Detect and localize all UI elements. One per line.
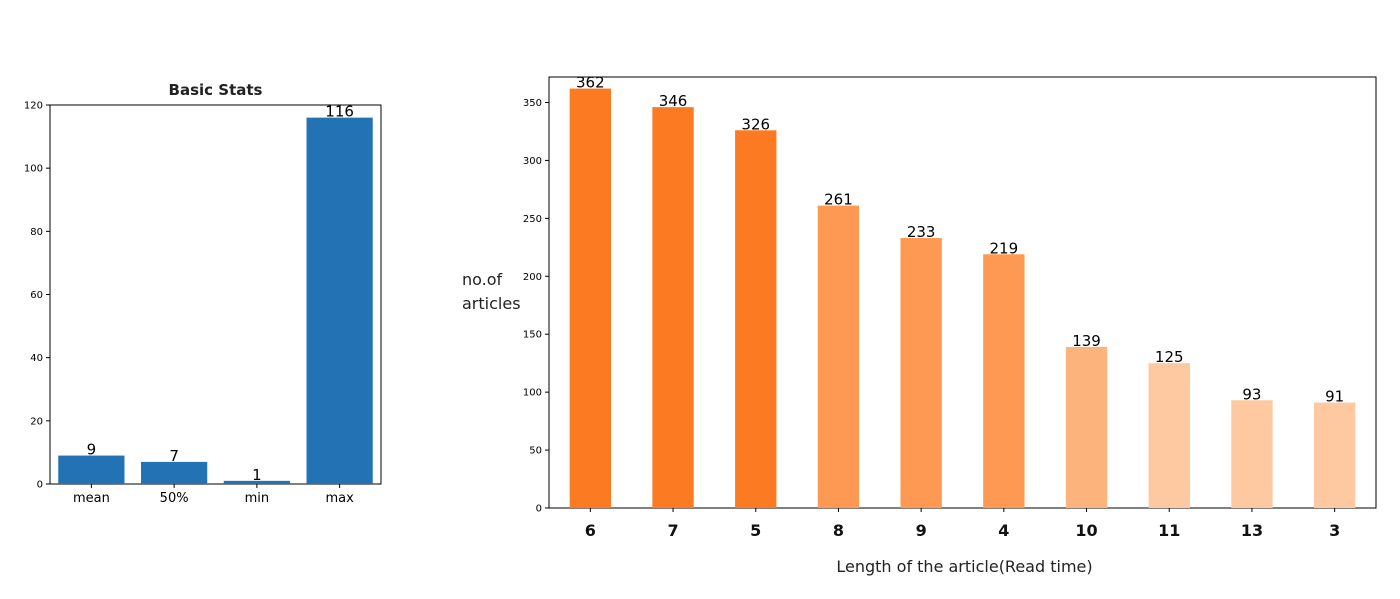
bar-value-label: 346 <box>659 92 688 110</box>
bar-value-label: 326 <box>741 115 770 133</box>
bar-value-label: 1 <box>252 466 262 484</box>
bar-value-label: 125 <box>1155 348 1184 366</box>
bar-10 <box>1065 346 1108 508</box>
y-tick-label: 200 <box>523 272 542 283</box>
x-tick-label: min <box>245 491 270 506</box>
y-tick-label: 100 <box>24 164 43 175</box>
y-tick-label: 50 <box>529 446 542 457</box>
bar-value-label: 116 <box>325 103 354 121</box>
bar-max <box>306 117 373 484</box>
bar-value-label: 362 <box>576 74 605 92</box>
y-tick-label: 100 <box>523 388 542 399</box>
bar-7 <box>652 107 694 508</box>
x-tick-label: 8 <box>833 521 844 540</box>
bar-13 <box>1231 400 1273 508</box>
y-axis-title: no.of articles <box>462 270 521 313</box>
bar-value-label: 9 <box>87 441 97 459</box>
bar-value-label: 93 <box>1242 385 1261 403</box>
x-tick-label: 10 <box>1075 521 1097 540</box>
y-tick-label: 120 <box>24 101 43 112</box>
x-tick-label: 6 <box>585 521 596 540</box>
x-tick-label: 13 <box>1241 521 1263 540</box>
x-tick-label: 4 <box>998 521 1009 540</box>
chart-title: Basic Stats <box>169 81 263 99</box>
bar-min <box>223 480 290 484</box>
x-tick-label: 3 <box>1329 521 1340 540</box>
bar-50% <box>141 461 208 484</box>
x-tick-label: 5 <box>750 521 761 540</box>
bar-value-label: 261 <box>824 191 853 209</box>
bar-6 <box>569 88 612 508</box>
y-tick-label: 20 <box>30 416 43 427</box>
bar-3 <box>1313 402 1356 508</box>
x-tick-label: 11 <box>1158 521 1180 540</box>
plot-frame <box>548 76 1377 509</box>
y-tick-label: 0 <box>37 480 43 491</box>
basic-stats-chart: Basic Stats 0 20 40 60 80 100 120 9 mean 7 50% 1 min 1… <box>24 81 382 506</box>
y-tick-label: 0 <box>536 504 542 515</box>
x-tick-label: 50% <box>160 491 189 506</box>
bar-mean <box>58 455 125 484</box>
bar-value-label: 219 <box>990 239 1019 257</box>
y-tick-label: 350 <box>523 98 542 109</box>
read-time-chart: 0 50 100 150 200 250 300 350 362 6 346 7 326 5 261 8 233… <box>462 74 1377 576</box>
bar-value-label: 91 <box>1325 388 1344 406</box>
y-tick-label: 300 <box>523 156 542 167</box>
y-tick-label: 250 <box>523 214 542 225</box>
x-tick-label: 7 <box>667 521 678 540</box>
y-tick-label: 80 <box>30 227 43 238</box>
y-tick-label: 60 <box>30 290 43 301</box>
x-tick-label: max <box>325 491 354 506</box>
bar-9 <box>900 238 942 508</box>
bar-11 <box>1148 363 1190 508</box>
bar-value-label: 233 <box>907 223 936 241</box>
bar-4 <box>983 254 1025 508</box>
bar-8 <box>817 205 860 508</box>
x-tick-label: 9 <box>916 521 927 540</box>
bar-value-label: 7 <box>169 447 179 465</box>
x-tick-label: mean <box>73 491 110 506</box>
bar-value-label: 139 <box>1072 332 1101 350</box>
x-axis-title: Length of the article(Read time) <box>836 557 1092 576</box>
y-tick-label: 150 <box>523 330 542 341</box>
y-tick-label: 40 <box>30 353 43 364</box>
bar-5 <box>735 130 777 508</box>
